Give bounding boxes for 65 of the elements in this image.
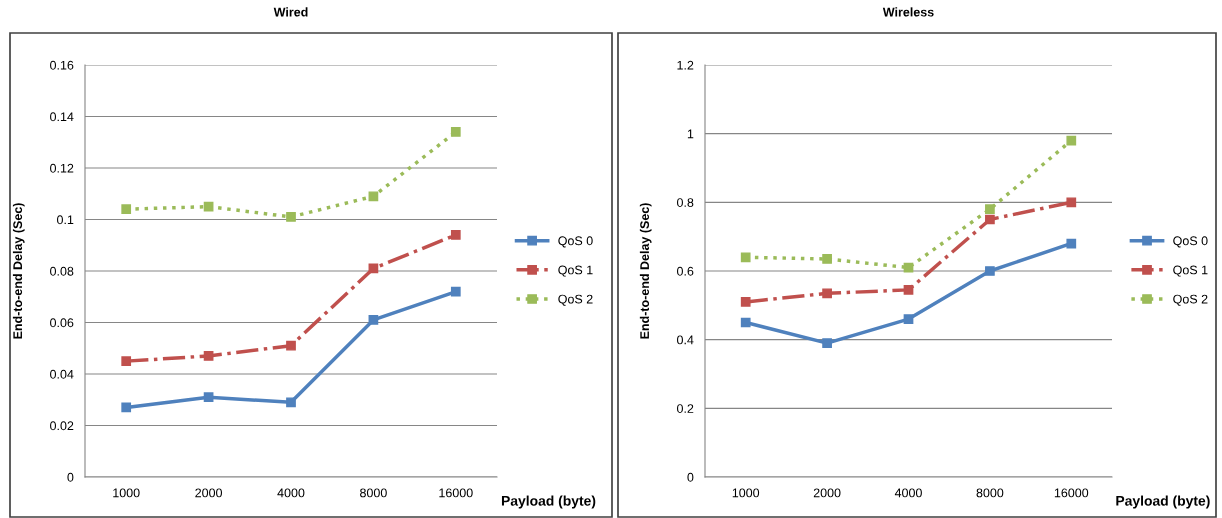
point xyxy=(1066,238,1077,249)
y-tick-label: 0.2 xyxy=(677,404,694,413)
point xyxy=(203,392,214,403)
legend-label: QoS 1 xyxy=(558,265,593,277)
point xyxy=(822,288,832,299)
y-tick-label: 1 xyxy=(687,129,694,139)
legend-label: QoS 1 xyxy=(1173,265,1208,277)
y-tick-label: 0.04 xyxy=(50,369,74,379)
x-axis-title: Payload (byte) xyxy=(501,495,596,509)
y-tick-label: 0 xyxy=(687,472,694,482)
legend-label: QoS 0 xyxy=(1173,236,1208,248)
point xyxy=(822,254,832,264)
x-axis-title: Payload (byte) xyxy=(1116,495,1210,509)
point xyxy=(286,212,296,222)
y-tick-label: 1.2 xyxy=(677,60,694,70)
legend-label: QoS 0 xyxy=(558,236,593,248)
point xyxy=(822,338,832,348)
y-tick-label: 0.16 xyxy=(50,60,74,70)
y-tick-label: 0.8 xyxy=(677,198,694,207)
x-tick-label: 16000 xyxy=(1054,488,1089,498)
y-tick-label: 0.1 xyxy=(57,215,74,225)
point xyxy=(450,127,461,137)
point xyxy=(740,297,751,307)
x-tick-label: 8000 xyxy=(360,488,387,498)
x-tick-label: 8000 xyxy=(976,488,1004,498)
y-axis-title: End-to-end Delay (Sec) xyxy=(12,203,25,339)
point xyxy=(903,285,914,295)
legend-label: QoS 2 xyxy=(558,294,593,306)
point xyxy=(985,204,995,215)
point xyxy=(286,340,296,351)
y-tick-label: 0.14 xyxy=(50,112,74,122)
point xyxy=(1066,197,1077,208)
point xyxy=(121,204,132,215)
point xyxy=(985,214,995,225)
y-axis-title: End-to-end Delay (Sec) xyxy=(639,203,652,339)
y-tick-label: 0.02 xyxy=(50,421,74,431)
y-tick-label: 0 xyxy=(67,472,74,482)
point xyxy=(121,402,132,413)
y-tick-label: 0.4 xyxy=(677,335,694,345)
point xyxy=(368,315,379,325)
x-tick-label: 2000 xyxy=(813,488,841,498)
x-tick-label: 4000 xyxy=(277,488,305,498)
legend-label: QoS 2 xyxy=(1173,294,1208,306)
chart-title: Wired xyxy=(273,7,308,17)
point xyxy=(450,286,461,297)
y-tick-label: 0.08 xyxy=(50,266,74,276)
y-tick-label: 0.6 xyxy=(677,266,694,276)
y-tick-label: 0.06 xyxy=(50,318,74,328)
point xyxy=(740,317,751,328)
point xyxy=(740,252,751,263)
y-tick-label: 0.12 xyxy=(50,163,74,173)
x-tick-label: 2000 xyxy=(195,488,223,498)
point xyxy=(286,397,296,408)
point xyxy=(1066,135,1077,146)
point xyxy=(203,351,214,361)
point xyxy=(903,314,914,324)
point xyxy=(368,191,379,202)
x-tick-label: 16000 xyxy=(439,488,473,498)
point xyxy=(985,266,995,276)
x-tick-label: 1000 xyxy=(732,488,760,498)
x-tick-label: 4000 xyxy=(894,488,922,498)
point xyxy=(121,356,132,366)
x-tick-label: 1000 xyxy=(113,488,140,498)
chart-title: Wireless xyxy=(882,7,934,17)
point xyxy=(450,230,461,240)
